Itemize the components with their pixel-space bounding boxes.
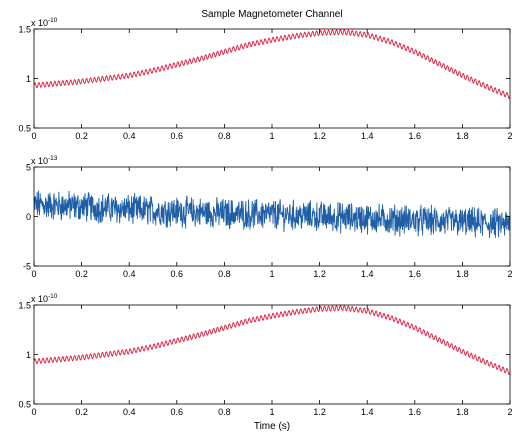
x-tick-label: 0.4 [123,407,136,417]
x-tick-label: 0 [31,131,36,141]
x-tick-label: 1.4 [361,269,374,279]
y-tick-label: 1 [26,74,31,84]
panel-top: 0 0.2 0.4 0.6 0.8 1 1.2 1.4 1.6 1.8 2 0.5 1 1.5x 10-1… [18,17,512,141]
x-tick-label: 0.2 [75,407,88,417]
x-tick-label: 0.8 [218,269,231,279]
x-tick-label: 0.6 [171,269,184,279]
series-line [34,190,510,238]
x-tick-label: 1.4 [361,407,374,417]
x-tick-label: 1.8 [456,131,469,141]
series-line [34,29,510,99]
y-tick-label: 0.5 [18,400,31,410]
x-tick-label: 1.6 [409,407,422,417]
axes-frame [33,166,511,267]
x-tick-label: 2 [507,407,512,417]
y-tick-label: 0 [26,212,31,222]
series-line [34,305,510,375]
figure-title: Sample Magnetometer Channel [201,9,342,20]
x-tick-label: 1.2 [313,269,326,279]
y-tick-label: 1.5 [18,25,31,35]
x-tick-label: 0.4 [123,131,136,141]
y-tick-label: 1 [26,350,31,360]
x-tick-label: 1 [269,407,274,417]
y-tick-label: 5 [26,163,31,173]
x-tick-label: 0 [31,269,36,279]
x-tick-label: 2 [507,269,512,279]
x-tick-label: 0.4 [123,269,136,279]
panel-bottom: 0 0.2 0.4 0.6 0.8 1 1.2 1.4 1.6 1.8 2 0.5 1 1.5x 10-1… [18,293,512,417]
x-tick-label: 1.6 [409,269,422,279]
y-exponent-power: -13 [48,155,58,162]
x-tick-label: 1 [269,131,274,141]
x-axis-label: Time (s) [254,421,290,432]
y-exponent-label: x 10-10 [31,17,58,28]
x-tick-label: 0.8 [218,131,231,141]
x-tick-label: 0 [31,407,36,417]
y-exponent-power: -10 [48,293,58,300]
x-tick-label: 0.6 [171,131,184,141]
x-tick-label: 1.8 [456,269,469,279]
y-exponent-label: x 10-13 [31,155,58,166]
x-tick-label: 1.6 [409,131,422,141]
y-tick-label: 0.5 [18,124,31,134]
x-tick-label: 0.8 [218,407,231,417]
x-tick-label: 0.2 [75,131,88,141]
y-tick-label: 1.5 [18,301,31,311]
x-tick-label: 1.2 [313,407,326,417]
y-tick-label: -5 [23,262,31,272]
y-exponent-label: x 10-10 [31,293,58,304]
x-tick-label: 2 [507,131,512,141]
x-tick-label: 0.6 [171,407,184,417]
x-tick-label: 1.2 [313,131,326,141]
x-tick-label: 1 [269,269,274,279]
x-tick-label: 0.2 [75,269,88,279]
x-tick-label: 1.8 [456,407,469,417]
y-exponent-power: -10 [48,17,58,24]
x-tick-label: 1.4 [361,131,374,141]
